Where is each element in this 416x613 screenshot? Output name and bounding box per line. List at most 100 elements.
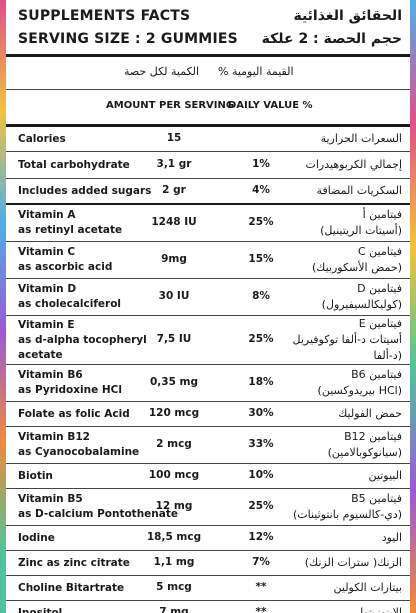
amount-per-serving: 3,1 gr (156, 158, 192, 170)
nutrient-name-line: as ascorbic acid (18, 261, 113, 273)
serving-size-ar: حجم الحصة : 2 علكة (261, 31, 402, 47)
amount-per-serving: 5 mcg (156, 581, 192, 593)
nutrient-row: Vitamin C as ascorbic acid 9mg 15% فيتامين C… (6, 242, 410, 279)
daily-value: 18% (248, 376, 274, 388)
nutrient-name-line: Calories (18, 133, 66, 145)
decorative-right-border (410, 0, 416, 613)
daily-value: ** (255, 581, 267, 593)
amount-per-serving: 2 mcg (156, 438, 192, 450)
nutrient-name-line: as D-calcium Pontothenate (18, 508, 178, 520)
amount-per-serving: 100 mcg (148, 469, 200, 481)
nutrient-name-line: Vitamin A (18, 209, 76, 221)
amount-per-serving: 18,5 mcg (146, 531, 202, 543)
nutrient-name-en: Vitamin D as cholecalciferol (18, 282, 121, 312)
nutrient-name-line: acetate (18, 349, 63, 361)
nutrient-name-ar: فيتامين B6 (HCl بيريدوكسين) (318, 367, 402, 399)
nutrient-name-ar: فيتامين أ (أسيتات الريتينيل) (320, 207, 402, 239)
nutrient-name-ar-line: السكريات المضافة (316, 184, 402, 197)
nutrient-name-ar: الزنك( سترات الزنك) (305, 555, 402, 571)
amount-per-serving: 7 mg (159, 606, 189, 613)
nutrient-rows: Calories 15 السعرات الحرارية Total carbohyd… (6, 127, 410, 613)
nutrient-row: Iodine 18,5 mcg 12% اليود (6, 526, 410, 551)
nutrient-name-ar-line: فيتامين B5 (351, 492, 402, 505)
nutrient-name-ar: الإينوزيتول (355, 605, 402, 613)
daily-value: 25% (248, 500, 274, 512)
nutrient-name-line: as Cyanocobalamine (18, 446, 140, 458)
nutrient-row: Zinc as zinc citrate 1,1 mg 7% الزنك( سترات… (6, 551, 410, 576)
nutrient-name-ar: فيتامين B5 (دي-كالسيوم بانتوثينات) (293, 491, 402, 523)
nutrient-name-ar-line: (د-ألفا (373, 349, 402, 362)
nutrient-name-ar-line: أسيتات د-ألفا توكوفيريل (292, 333, 402, 346)
nutrient-name-en: Vitamin B12 as Cyanocobalamine (18, 430, 139, 460)
nutrient-name-en: Inositol (18, 606, 62, 613)
nutrient-name-ar-line: فيتامين C (357, 245, 402, 258)
nutrient-name-en: Vitamin B6 as Pyridoxine HCl (18, 368, 122, 398)
nutrient-name-line: as Pyridoxine HCl (18, 384, 122, 396)
nutrient-name-en: Zinc as zinc citrate (18, 556, 130, 571)
serving-size-en: SERVING SIZE : 2 GUMMIES (18, 31, 238, 47)
nutrient-name-en: Includes added sugars (18, 184, 151, 199)
nutrient-name-line: Inositol (18, 607, 63, 613)
nutrient-row: Inositol 7 mg ** الإينوزيتول (6, 601, 410, 613)
facts-header: SUPPLEMENTS FACTS SERVING SIZE : 2 GUMMI… (6, 0, 410, 57)
nutrient-row: Calories 15 السعرات الحرارية (6, 127, 410, 152)
amount-per-serving: 1248 IU (151, 216, 197, 228)
amount-header-en: AMOUNT PER SERVING (106, 100, 235, 111)
nutrient-name-line: Vitamin B6 (18, 369, 83, 381)
amount-header-ar: الكمية لكل حصة (124, 65, 200, 78)
nutrient-name-ar: البيوتين (369, 468, 402, 484)
nutrient-name-en: Biotin (18, 469, 53, 484)
nutrient-name-line: Includes added sugars (18, 185, 152, 197)
nutrient-name-ar-line: (أسيتات الريتينيل) (320, 224, 402, 237)
nutrient-name-ar: اليود (382, 530, 402, 546)
nutrient-name-en: Choline Bitartrate (18, 581, 124, 596)
dv-header-ar: القيمة اليومية % (218, 65, 294, 78)
nutrient-name-ar: إجمالي الكربوهيدرات (306, 157, 403, 173)
nutrient-name-ar-line: فيتامين D (357, 282, 402, 295)
daily-value: 7% (252, 556, 270, 568)
daily-value: 25% (248, 216, 274, 228)
amount-per-serving: 1,1 mg (153, 556, 195, 568)
title-ar: الحقائق الغذائية (293, 8, 402, 24)
nutrient-name-line: as cholecalciferol (18, 298, 122, 310)
nutrient-name-ar-line: فيتامين أ (362, 208, 402, 221)
nutrient-name-ar-line: بيتارات الكولين (333, 581, 402, 594)
nutrient-name-en: Vitamin E as d-alpha tocopheryl acetate (18, 318, 147, 363)
nutrient-name-line: Vitamin D (18, 283, 77, 295)
nutrient-name-en: Folate as folic Acid (18, 407, 130, 422)
nutrient-name-en: Vitamin C as ascorbic acid (18, 245, 112, 275)
nutrient-name-line: as retinyl acetate (18, 224, 123, 236)
daily-value: 12% (248, 531, 274, 543)
nutrient-name-ar-line: (سيانوكوبالامين) (327, 446, 402, 459)
amount-per-serving: 15 (166, 132, 182, 144)
nutrient-name-ar-line: الإينوزيتول (355, 606, 402, 613)
nutrient-name-line: as d-alpha tocopheryl (18, 334, 147, 346)
nutrient-row: Vitamin A as retinyl acetate 1248 IU 25% فيت… (6, 205, 410, 242)
supplement-facts-panel: SUPPLEMENTS FACTS SERVING SIZE : 2 GUMMI… (6, 0, 410, 613)
nutrient-name-ar: السكريات المضافة (317, 183, 402, 199)
nutrient-name-en: Iodine (18, 531, 55, 546)
amount-per-serving: 9mg (161, 253, 187, 265)
dv-header-en: DAILY VALUE % (228, 100, 313, 111)
nutrient-name-ar-line: إجمالي الكربوهيدرات (305, 158, 403, 171)
nutrient-name-ar: فيتامين E أسيتات د-ألفا توكوفيريل (د-ألفا (292, 316, 402, 364)
nutrient-name-ar-line: فيتامين B12 (344, 430, 402, 443)
amount-per-serving: 2 gr (162, 184, 186, 196)
amount-per-serving: 7,5 IU (156, 333, 192, 345)
nutrient-name-ar-line: فيتامين E (358, 317, 402, 330)
nutrient-name-line: Vitamin E (18, 319, 75, 331)
nutrient-name-line: Folate as folic Acid (18, 408, 130, 420)
nutrient-name-line: Vitamin B12 (18, 431, 90, 443)
daily-value: 1% (252, 158, 270, 170)
nutrient-row: Choline Bitartrate 5 mcg ** بيتارات الكولين (6, 576, 410, 601)
daily-value: 15% (248, 253, 274, 265)
daily-value: ** (255, 606, 267, 613)
amount-per-serving: 120 mcg (148, 407, 200, 419)
nutrient-name-ar-line: اليود (381, 531, 402, 544)
nutrient-row: Vitamin B12 as Cyanocobalamine 2 mcg 33% فيت… (6, 427, 410, 464)
nutrient-row: Biotin 100 mcg 10% البيوتين (6, 464, 410, 489)
nutrient-name-ar: حمض الفوليك (338, 406, 402, 422)
column-header-ar: الكمية لكل حصة القيمة اليومية % (6, 57, 410, 90)
nutrient-name-line: Vitamin C (18, 246, 76, 258)
nutrient-row: Folate as folic Acid 120 mcg 30% حمض الفولي… (6, 402, 410, 427)
